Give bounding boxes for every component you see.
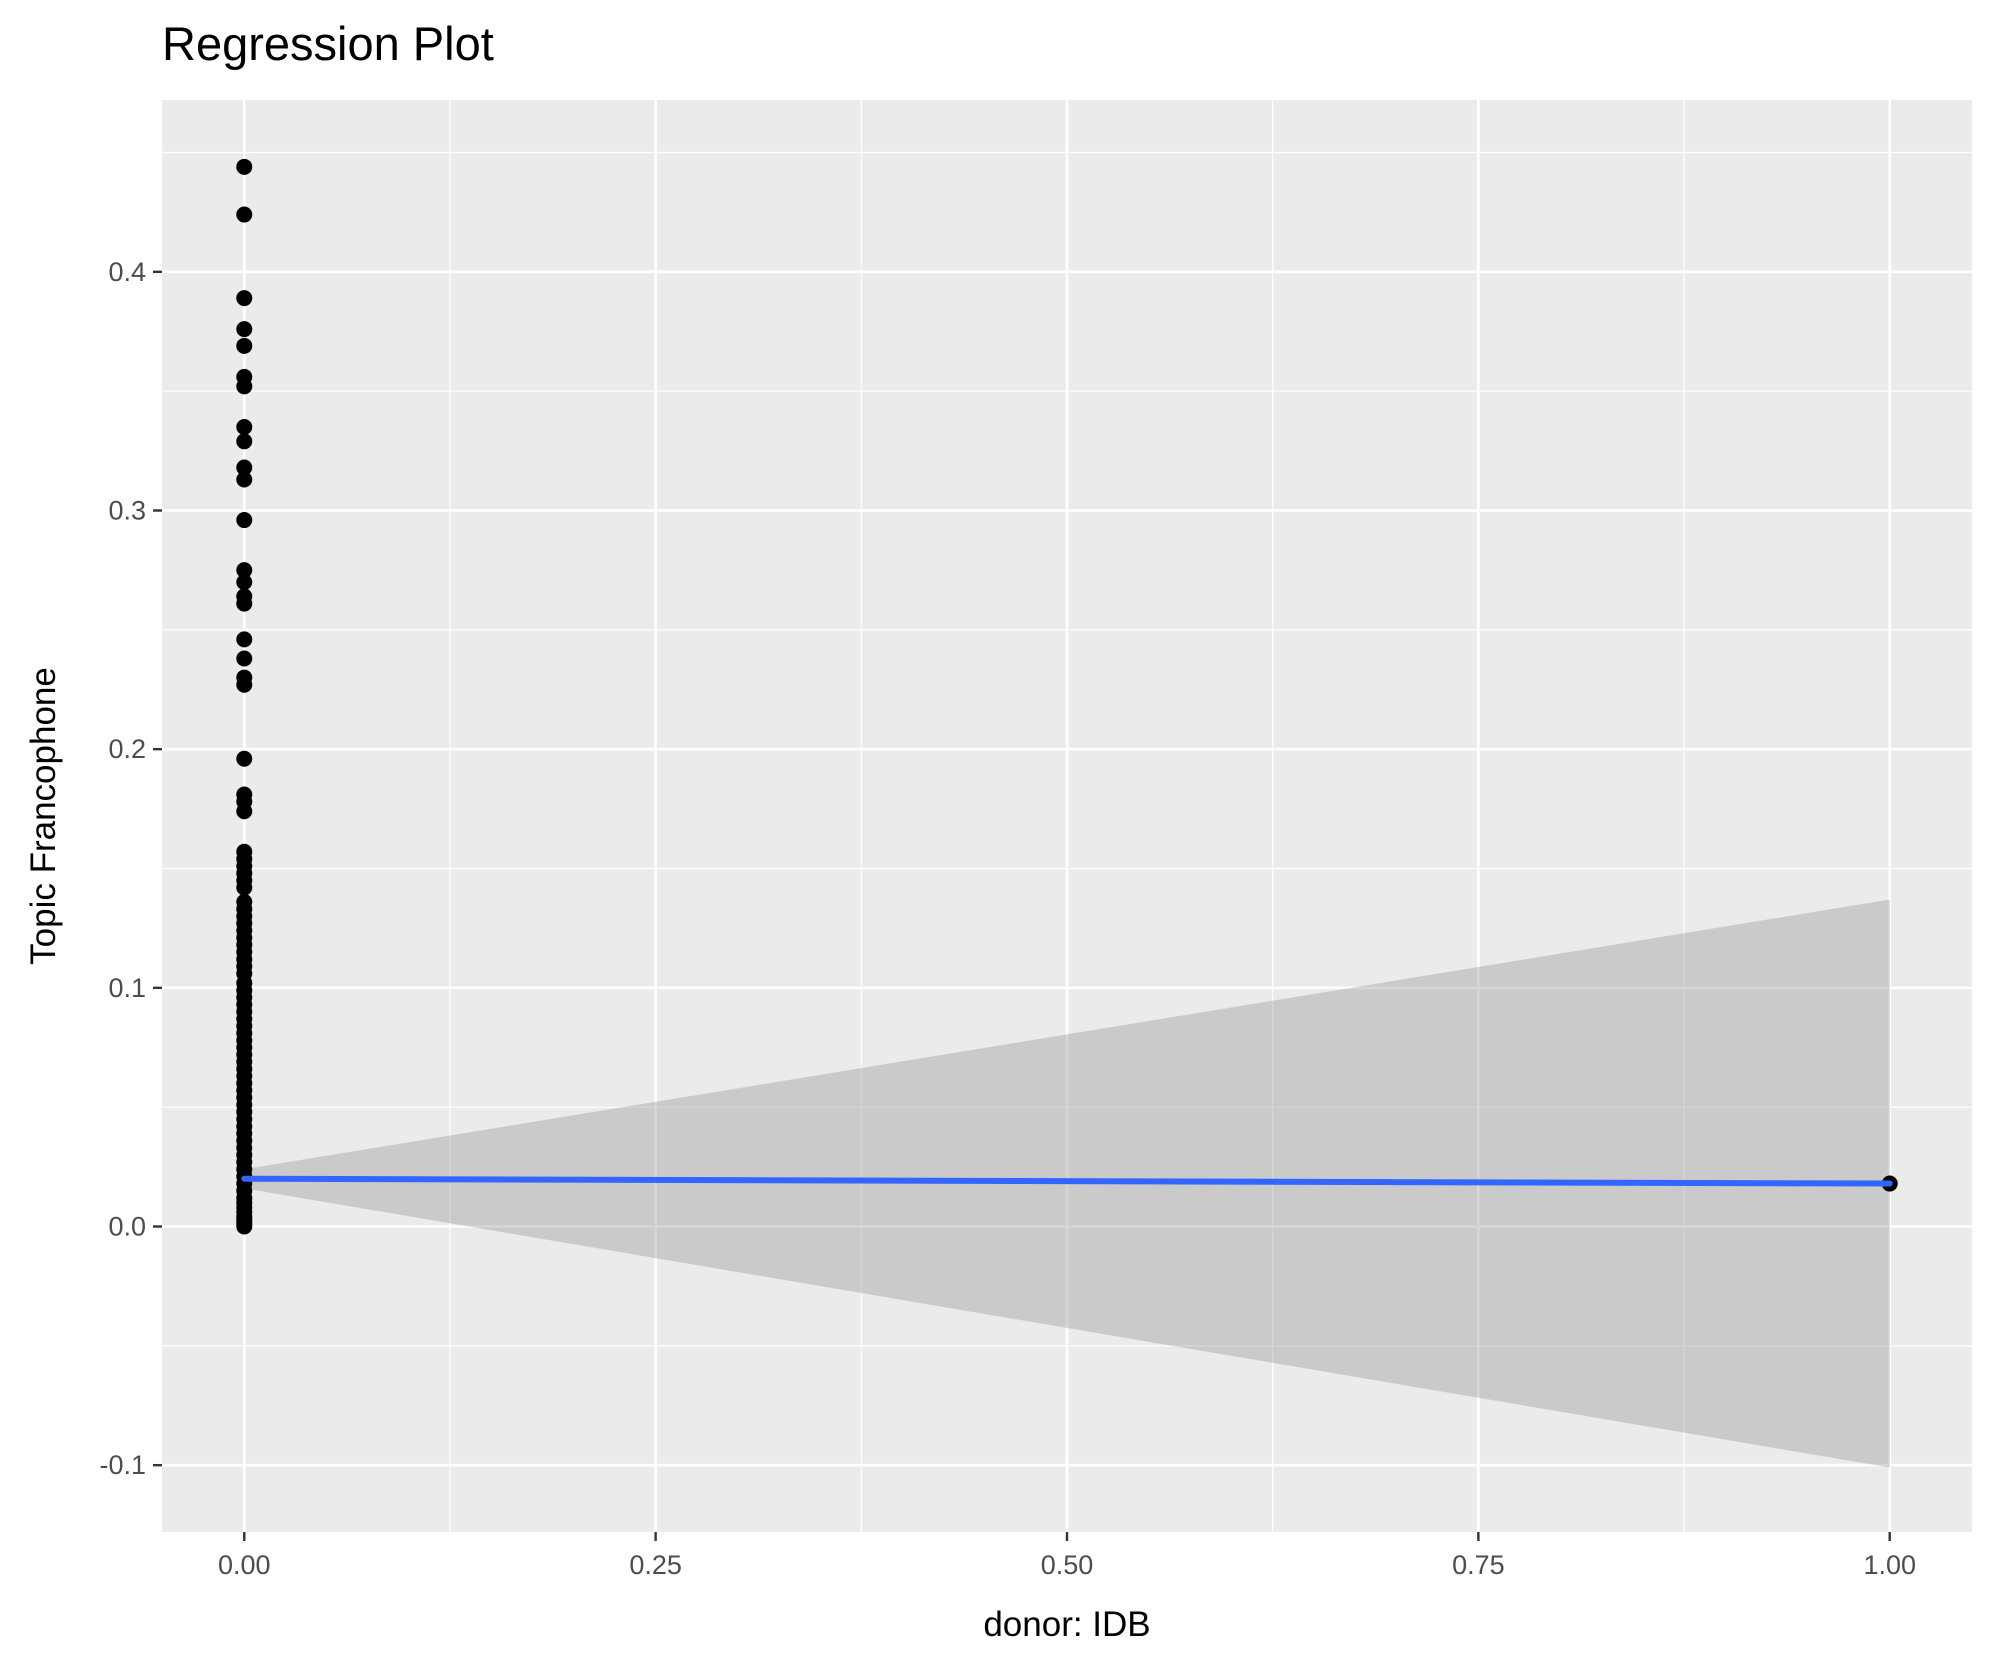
x-tick-label: 0.75 [1452,1550,1505,1580]
data-point [236,1218,253,1235]
data-point [236,512,253,529]
data-point [236,803,253,820]
data-point [236,631,253,648]
data-point [236,471,253,488]
regression-line-layer [241,1175,1893,1187]
x-tick-label: 1.00 [1863,1550,1916,1580]
data-point [236,206,253,223]
y-tick-label: 0.3 [108,496,146,526]
x-tick-label: 0.25 [629,1550,682,1580]
data-point [236,290,253,307]
x-tick-label: 0.50 [1041,1550,1094,1580]
y-tick-label: 0.0 [108,1212,146,1242]
data-point [236,595,253,612]
data-point [236,418,253,435]
data-point [236,378,253,395]
y-axis-title: Topic Francophone [24,667,63,965]
data-point [236,337,253,354]
y-tick-label: -0.1 [99,1450,146,1480]
y-axis: -0.1 0.0 0.1 0.2 0.3 0.4 [99,257,162,1480]
x-axis: 0.00 0.25 0.50 0.75 1.00 [218,1532,1916,1580]
x-tick-label: 0.00 [218,1550,271,1580]
data-point [236,321,253,338]
data-point [236,562,253,579]
data-point [236,650,253,667]
y-tick-label: 0.2 [108,734,146,764]
regression-line [241,1175,1893,1187]
data-point [236,750,253,767]
data-point [236,158,253,175]
data-point [236,459,253,476]
y-tick-label: 0.1 [108,973,146,1003]
chart-title: Regression Plot [162,17,494,70]
y-tick-label: 0.4 [108,257,146,287]
data-point [236,433,253,450]
data-point [236,879,253,896]
data-point [236,574,253,591]
data-point [236,676,253,693]
x-axis-title: donor: IDB [983,1605,1150,1644]
